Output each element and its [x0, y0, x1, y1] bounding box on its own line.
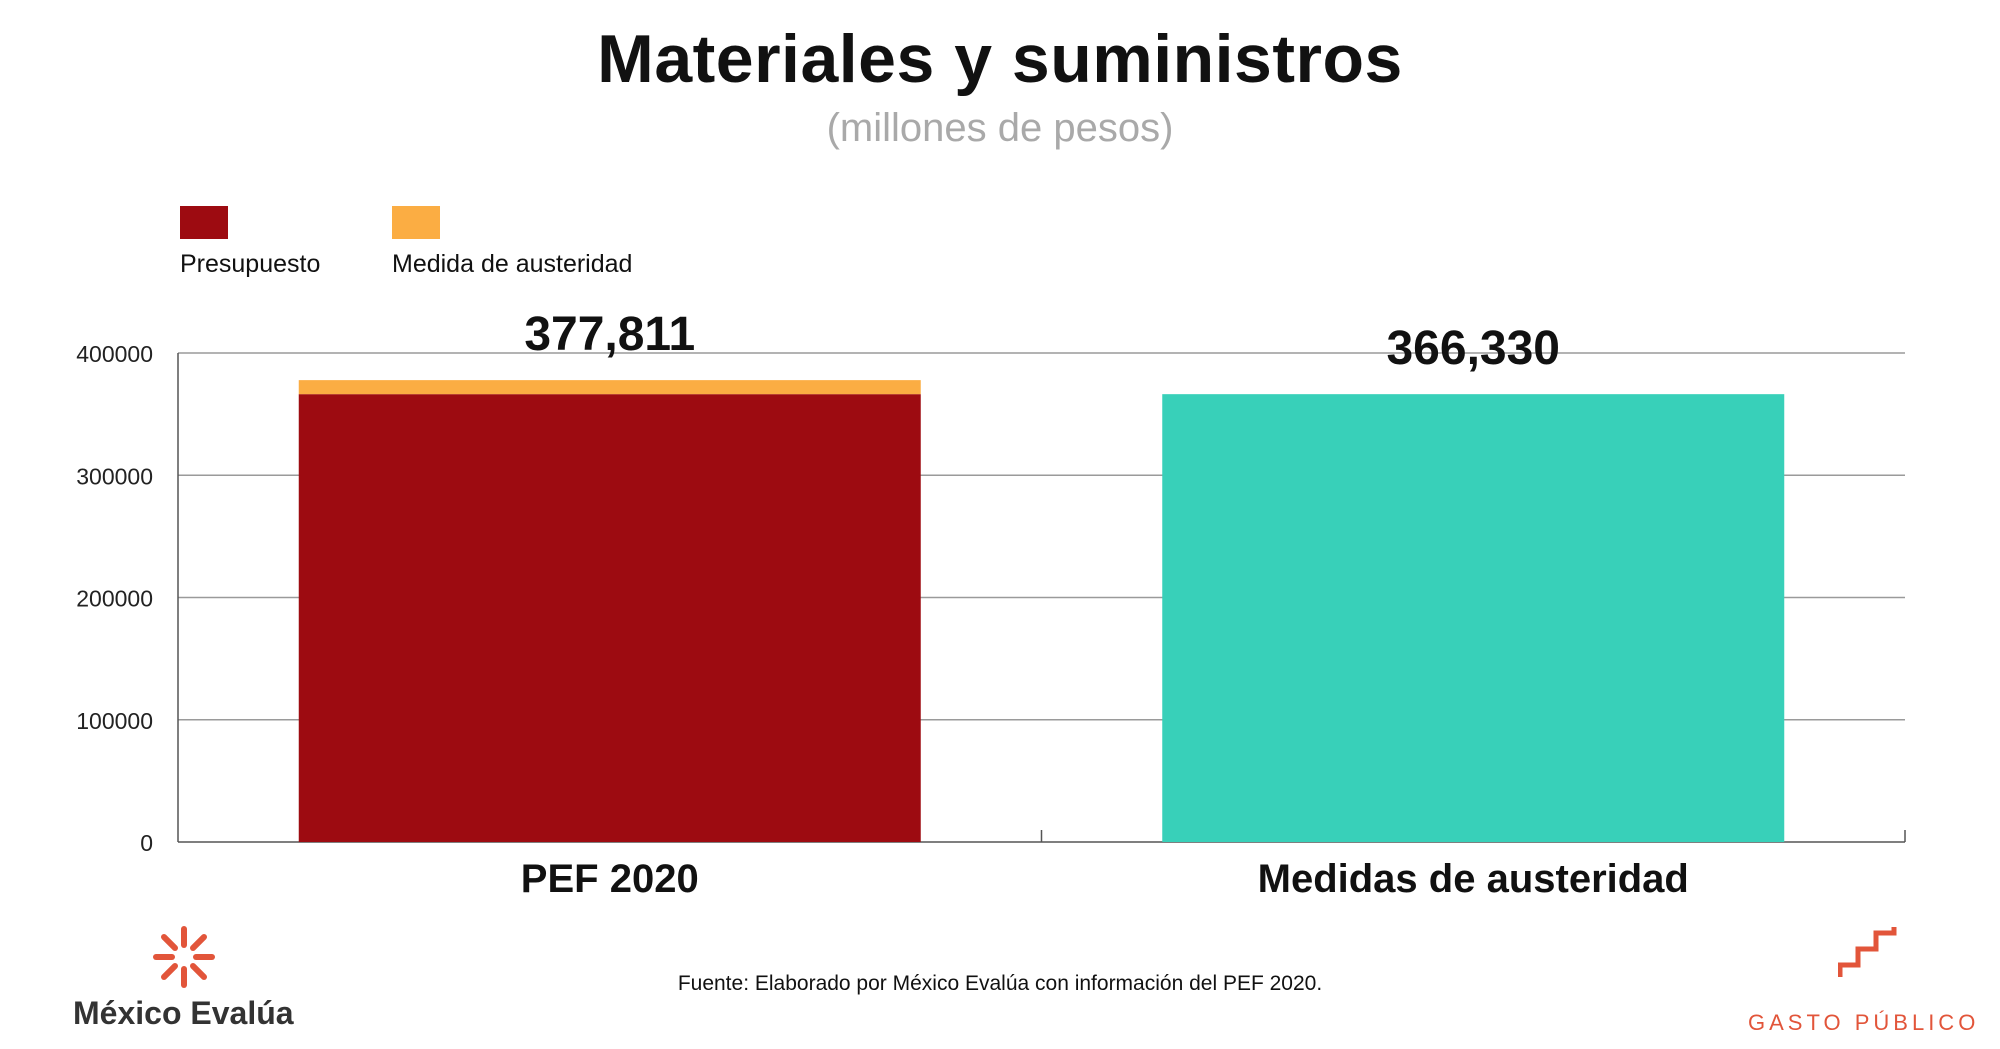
- legend-label-austeridad: Medida de austeridad: [392, 250, 633, 278]
- y-tick-label-200000: 200000: [76, 586, 153, 612]
- chart-title: Materiales y suministros: [597, 21, 1403, 97]
- data-label-0: 377,811: [524, 308, 695, 361]
- legend-swatch-presupuesto: [180, 206, 228, 239]
- y-tick-label-0: 0: [140, 830, 153, 856]
- legend-swatch-austeridad: [392, 206, 440, 239]
- mexico-evalua-logo-icon: [152, 925, 216, 994]
- brand-gasto-publico: GASTO PÚBLICO: [1748, 1010, 1980, 1035]
- source-note: Fuente: Elaborado por México Evalúa con …: [677, 972, 1323, 995]
- y-tick-label-300000: 300000: [76, 463, 153, 489]
- gasto-publico-stairs-icon: [1837, 925, 1898, 986]
- brand-mexico-evalua: México Evalúa: [73, 995, 294, 1031]
- chart-subtitle: (millones de pesos): [826, 106, 1174, 150]
- y-tick-label-100000: 100000: [76, 708, 153, 734]
- x-category-label-1: Medidas de austeridad: [1258, 857, 1689, 901]
- bar-medidas-series-2: [1162, 394, 1785, 842]
- bar-pef-2020-series-1: [298, 380, 921, 395]
- data-label-1: 366,330: [1386, 322, 1560, 375]
- x-category-label-0: PEF 2020: [521, 857, 699, 901]
- legend-label-presupuesto: Presupuesto: [180, 250, 321, 278]
- bar-pef-2020-series-0: [298, 394, 921, 842]
- y-tick-label-400000: 400000: [76, 341, 153, 367]
